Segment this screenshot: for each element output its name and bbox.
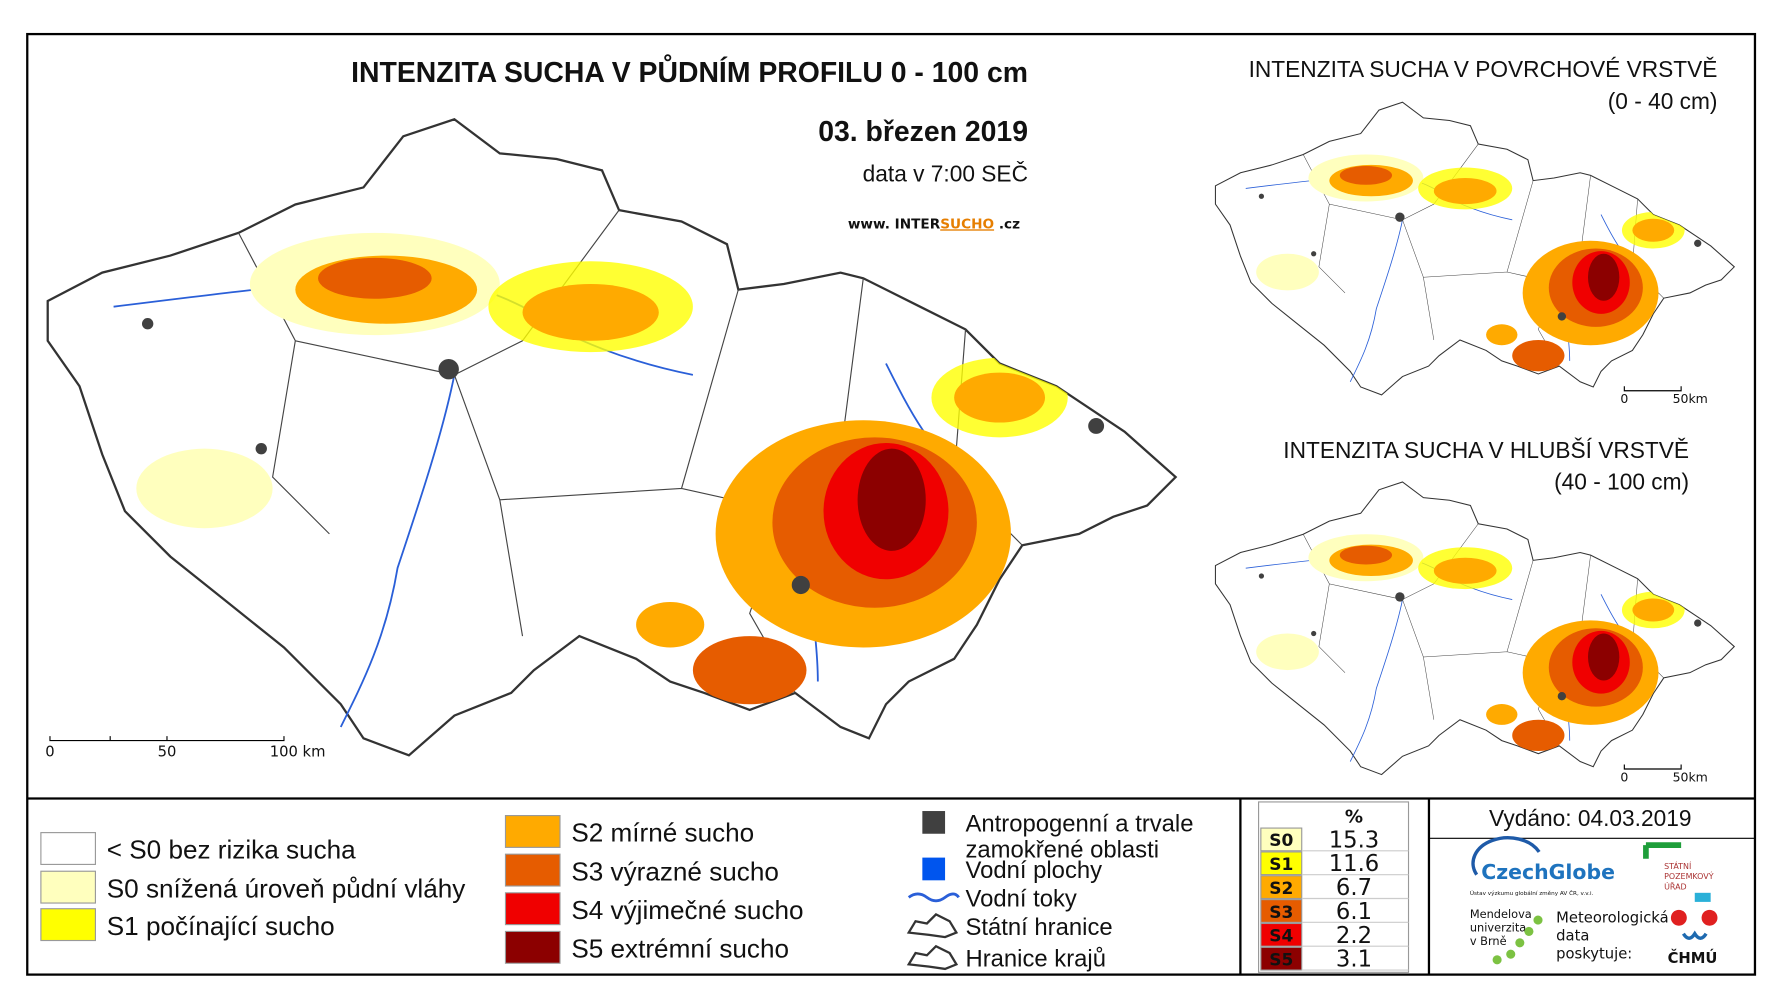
table-value: 11.6 xyxy=(1329,851,1380,877)
table-class: S2 xyxy=(1269,879,1293,899)
table-value: 15.3 xyxy=(1329,827,1380,853)
surface-title: INTENZITA SUCHA V POVRCHOVÉ VRSTVĚ xyxy=(1249,56,1718,82)
legend-swatch xyxy=(504,853,561,887)
logo-mendel: univerzita xyxy=(1470,920,1526,934)
data-time: data v 7:00 SEČ xyxy=(863,161,1028,187)
issued: Vydáno: 04.03.2019 xyxy=(1489,805,1691,831)
feature-label: zamokřené oblasti xyxy=(966,837,1160,864)
table-value: 3.1 xyxy=(1336,947,1372,973)
table-class: S3 xyxy=(1269,903,1293,923)
logo-spu: POZEMKOVÝ xyxy=(1664,870,1714,881)
legend-swatch xyxy=(40,832,96,865)
logo-chmu-text: Meteorologická xyxy=(1556,909,1668,926)
legend: < S0 bez rizika sucha S0 snížená úroveň p… xyxy=(40,810,1194,973)
main-title: INTENZITA SUCHA V PŮDNÍM PROFILU 0 - 100… xyxy=(351,55,1028,89)
legend-label: S3 výrazné sucho xyxy=(571,856,779,886)
logo-spu: STÁTNÍ xyxy=(1664,860,1692,871)
legend-swatch xyxy=(504,892,561,926)
website: www. INTERSUCHO .cz xyxy=(848,216,1020,232)
feature-icon xyxy=(922,811,946,834)
logo-chmu: ČHMÚ xyxy=(1668,949,1718,967)
table-class-cell xyxy=(1260,922,1303,947)
feature-label: Státní hranice xyxy=(966,914,1113,941)
logos: CzechGlobe Ústav výzkumu globální změny … xyxy=(1470,836,1718,967)
feature-icon xyxy=(906,913,959,939)
logo-czechglobe: CzechGlobe xyxy=(1481,860,1615,884)
deep-title: INTENZITA SUCHA V HLUBŠÍ VRSTVĚ xyxy=(1283,437,1689,463)
scale-label: 0 xyxy=(45,744,54,761)
deep-subtitle: (40 - 100 cm) xyxy=(1554,469,1689,495)
table-header: % xyxy=(1345,806,1363,827)
feature-icon xyxy=(922,857,946,881)
main-date: 03. březen 2019 xyxy=(818,116,1028,148)
table-value: 6.7 xyxy=(1336,875,1372,901)
table-value: 6.1 xyxy=(1336,899,1372,925)
legend-swatch xyxy=(40,870,96,904)
table-value: 2.2 xyxy=(1336,923,1372,949)
table-class-cell xyxy=(1260,899,1303,923)
table-class: S1 xyxy=(1269,855,1293,875)
scale-label: 50 xyxy=(158,744,177,761)
logo-mendel: Mendelova xyxy=(1470,907,1532,921)
website-part: .cz xyxy=(994,216,1020,232)
legend-swatch xyxy=(504,815,561,848)
legend-label: < S0 bez rizika sucha xyxy=(107,835,356,865)
legend-swatch xyxy=(40,908,96,942)
feature-label: Antropogenní a trvale xyxy=(966,810,1194,837)
scale-label: 100 km xyxy=(270,744,326,761)
logo-chmu-text: poskytuje: xyxy=(1556,946,1632,963)
scale-label: 0 xyxy=(1620,769,1628,784)
scale-label: 0 xyxy=(1620,391,1628,406)
main-scale: 0 50 100 km xyxy=(45,736,326,761)
legend-label: S5 extrémní sucho xyxy=(571,934,789,964)
logo-chmu-text: data xyxy=(1556,928,1589,945)
table-class: S5 xyxy=(1269,951,1293,971)
legend-label: S4 výjimečné sucho xyxy=(571,895,803,925)
feature-label: Vodní toky xyxy=(966,885,1077,912)
legend-label: S2 mírné sucho xyxy=(571,818,754,848)
surface-scale: 0 50km xyxy=(1620,386,1708,406)
legend-label: S1 počínající sucho xyxy=(107,911,335,941)
table-class-cell xyxy=(1260,946,1303,971)
table-class-cell xyxy=(1260,851,1303,876)
table-class: S4 xyxy=(1269,927,1293,947)
table-class-cell xyxy=(1260,827,1303,852)
legend-label: S0 snížená úroveň půdní vláhy xyxy=(107,873,466,903)
logo-mendel: v Brně xyxy=(1470,934,1507,948)
scale-label: 50km xyxy=(1673,391,1708,406)
feature-icon xyxy=(906,944,959,971)
legend-swatch xyxy=(504,930,561,964)
table-class: S0 xyxy=(1269,831,1293,851)
logo-czechglobe-sub: Ústav výzkumu globální změny AV ČR, v.v.… xyxy=(1470,890,1594,897)
website-part: www. INTER xyxy=(848,216,941,232)
deep-scale: 0 50km xyxy=(1620,764,1708,784)
stats-table: % S0 15.3 S1 11.6 S2 6.7 S3 6.1 S4 2.2 S5 3.1 xyxy=(1239,798,1431,975)
website-part: SUCHO xyxy=(940,216,994,232)
feature-label: Vodní plochy xyxy=(966,857,1103,884)
feature-label: Hranice krajů xyxy=(966,946,1106,973)
table-class-cell xyxy=(1260,875,1303,900)
logo-spu: ÚŘAD xyxy=(1664,880,1687,891)
feature-icon xyxy=(907,892,960,903)
surface-subtitle: (0 - 40 cm) xyxy=(1608,88,1718,114)
scale-label: 50km xyxy=(1673,769,1708,784)
